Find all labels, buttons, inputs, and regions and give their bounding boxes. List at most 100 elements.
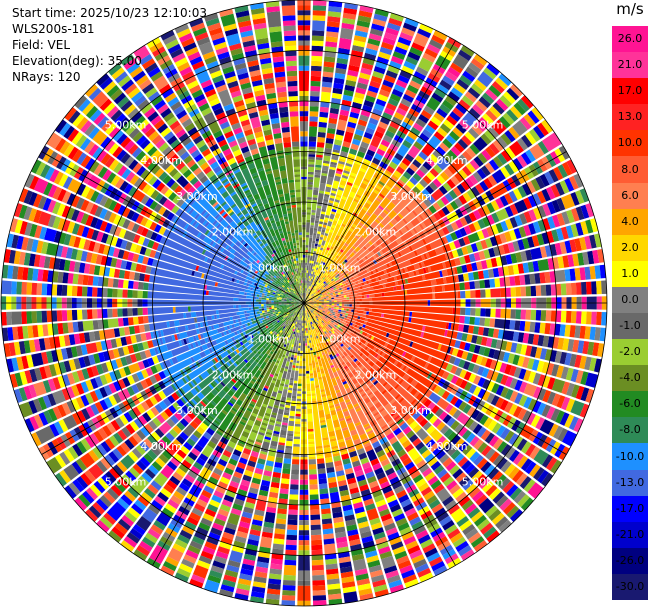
velocity-gate (480, 429, 491, 441)
velocity-gate (297, 383, 302, 387)
velocity-gate (196, 498, 208, 508)
velocity-gate (320, 284, 325, 289)
velocity-gate (362, 324, 366, 328)
velocity-gate (295, 310, 298, 313)
velocity-gate (312, 274, 314, 277)
velocity-gate (387, 386, 394, 393)
velocity-gate (601, 312, 607, 326)
velocity-gate (221, 359, 226, 365)
velocity-gate (215, 356, 221, 362)
velocity-gate (318, 223, 323, 227)
velocity-gate (341, 177, 348, 182)
velocity-gate (312, 347, 316, 353)
velocity-gate (391, 88, 404, 98)
velocity-gate (352, 341, 356, 346)
velocity-gate (388, 262, 393, 267)
velocity-gate (325, 330, 329, 333)
velocity-gate (337, 283, 341, 287)
velocity-gate (222, 385, 230, 393)
velocity-gate (456, 183, 466, 194)
velocity-gate (397, 251, 402, 257)
velocity-gate (413, 356, 427, 368)
velocity-gate (353, 293, 357, 297)
velocity-gate (173, 378, 186, 390)
velocity-gate (508, 160, 519, 173)
velocity-gate (254, 467, 264, 475)
velocity-gate (360, 457, 370, 465)
velocity-gate (268, 578, 282, 585)
velocity-gate (437, 388, 446, 397)
velocity-gate (315, 238, 320, 242)
velocity-gate (418, 482, 430, 492)
velocity-gate (549, 271, 556, 283)
velocity-gate (323, 325, 327, 328)
velocity-gate (308, 156, 315, 160)
velocity-gate (272, 323, 276, 326)
velocity-gate (321, 324, 324, 327)
velocity-gate (530, 309, 537, 321)
velocity-gate (365, 389, 372, 395)
velocity-gate (335, 173, 342, 177)
velocity-gate (239, 420, 246, 426)
velocity-gate (425, 243, 433, 252)
velocity-gate (341, 196, 348, 201)
velocity-gate (356, 516, 368, 524)
velocity-gate (379, 89, 391, 98)
velocity-gate (520, 286, 527, 297)
velocity-gate (365, 127, 375, 135)
velocity-gate (384, 74, 396, 84)
velocity-gate (450, 62, 464, 74)
velocity-gate (210, 366, 216, 372)
velocity-gate (387, 98, 399, 107)
velocity-gate (477, 207, 486, 218)
velocity-gate (422, 52, 436, 63)
velocity-gate (504, 463, 516, 476)
velocity-gate (233, 333, 242, 341)
velocity-gate (333, 268, 339, 274)
velocity-gate (217, 508, 229, 517)
velocity-gate (380, 116, 391, 125)
velocity-gate (523, 383, 537, 397)
velocity-gate (324, 303, 330, 305)
velocity-gate (315, 312, 318, 315)
velocity-gate (477, 388, 486, 399)
velocity-gate (591, 311, 597, 325)
velocity-gate (484, 129, 496, 142)
velocity-gate (315, 335, 319, 339)
velocity-gate (504, 231, 512, 242)
velocity-gate (324, 287, 328, 290)
velocity-gate (310, 70, 322, 77)
velocity-gate (334, 72, 346, 80)
velocity-gate (367, 244, 376, 252)
velocity-gate (520, 309, 527, 320)
velocity-gate (464, 316, 471, 325)
velocity-gate (391, 116, 403, 126)
velocity-gate (344, 258, 358, 271)
velocity-gate (230, 453, 240, 462)
velocity-gate (264, 465, 273, 472)
velocity-gate (264, 415, 270, 420)
velocity-gate (580, 371, 589, 386)
velocity-gate (278, 348, 285, 359)
velocity-gate (304, 295, 305, 301)
velocity-gate (416, 403, 423, 411)
velocity-gate (304, 292, 306, 296)
velocity-gate (288, 504, 298, 510)
velocity-gate (368, 367, 376, 375)
velocity-gate (391, 508, 404, 518)
velocity-gate (208, 532, 221, 541)
velocity-gate (308, 161, 315, 165)
velocity-gate (295, 413, 301, 417)
velocity-gate (483, 417, 493, 429)
velocity-gate (402, 373, 410, 381)
velocity-gate (306, 285, 309, 289)
velocity-gate (482, 379, 491, 390)
velocity-gate (423, 198, 432, 208)
velocity-gate (224, 569, 239, 578)
velocity-gate (304, 272, 307, 278)
velocity-gate (366, 508, 379, 521)
velocity-gate (497, 329, 505, 339)
velocity-gate (349, 148, 358, 156)
velocity-gate (161, 507, 174, 518)
velocity-gate (307, 262, 310, 266)
